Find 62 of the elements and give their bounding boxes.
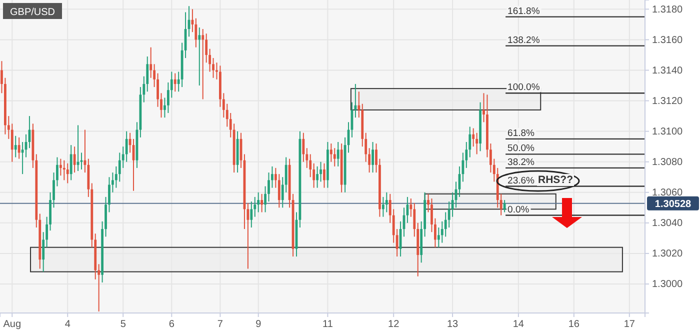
candlestick (150, 46, 152, 78)
candlestick (472, 128, 475, 148)
candlestick (316, 166, 318, 188)
candlestick (302, 132, 305, 162)
annotation: 0.0% (508, 204, 530, 216)
y-tick-label: 1.3020 (652, 248, 684, 260)
candlestick (382, 196, 384, 218)
x-tick-label: 13 (446, 319, 459, 330)
candlestick (66, 162, 69, 184)
y-tick-label: 1.3140 (652, 65, 684, 76)
x-tick-label: 17 (624, 319, 636, 330)
candlestick (198, 26, 201, 86)
y-tick-label: 1.3160 (652, 34, 684, 46)
x-tick-label: 7 (217, 319, 224, 330)
candlestick (278, 174, 280, 208)
annotation: 100.0% (508, 82, 540, 94)
candlestick (125, 130, 128, 162)
candlestick (385, 192, 388, 213)
x-tick-label: 5 (120, 319, 126, 330)
candlestick (174, 72, 176, 92)
y-tick-label: 1.3000 (652, 279, 684, 290)
annotation: 61.8% (508, 128, 536, 139)
y-tick-label: 1.3180 (652, 4, 684, 16)
y-tick-label: 1.3100 (652, 126, 684, 138)
candlestick (10, 123, 14, 162)
candlestick (260, 193, 264, 213)
annotation: 138.2% (508, 34, 540, 46)
candlestick (62, 160, 66, 181)
x-tick-label: 16 (568, 319, 580, 330)
x-tick-label: 12 (388, 319, 400, 330)
candlestick (333, 148, 336, 167)
x-tick-label: 11 (322, 319, 334, 330)
candlestick (323, 162, 326, 188)
candlestick (59, 158, 62, 176)
candlestick (330, 143, 332, 162)
y-tick-label: 1.3120 (652, 96, 684, 107)
y-tick-label: 1.3060 (652, 188, 684, 199)
annotation: 38.2% (508, 156, 536, 168)
annotation: 23.6% (508, 175, 536, 186)
candlestick (202, 28, 204, 100)
annotation: RHS?? (538, 174, 573, 186)
candlestick (476, 132, 478, 155)
annotation: 161.8% (508, 6, 540, 17)
candlestick (372, 141, 374, 174)
candlestick (18, 136, 20, 160)
candlestick (14, 135, 17, 158)
candlestick (70, 144, 72, 181)
x-tick-label: 4 (64, 319, 71, 330)
x-tick-label: 6 (168, 319, 175, 330)
y-tick-label: 1.3080 (652, 157, 684, 168)
ref-line-label: 1.30528 (654, 198, 692, 210)
text: GBP/USD (10, 7, 56, 18)
candlestick (336, 141, 340, 167)
y-tick-label: 1.3040 (652, 218, 684, 230)
x-tick-label: 14 (512, 319, 524, 330)
candlestick (73, 146, 76, 174)
candlestick (503, 200, 506, 213)
x-tick-label: Aug (3, 319, 22, 330)
x-tick-label: 9 (256, 319, 262, 330)
candlestick (257, 192, 260, 213)
candlestick (250, 201, 253, 228)
annotation: 50.0% (508, 143, 536, 154)
